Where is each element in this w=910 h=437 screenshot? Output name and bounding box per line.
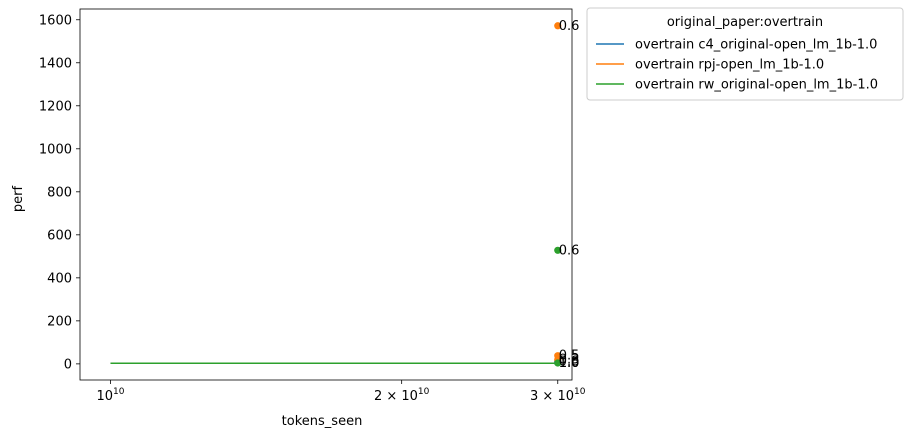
legend-item-label: overtrain rw_original-open_lm_1b-1.0 <box>635 78 878 93</box>
data-label: 0.6 <box>559 19 580 34</box>
y-tick-label: 1600 <box>39 13 72 28</box>
y-axis-label: perf <box>11 185 26 212</box>
data-label: 0.3 <box>559 353 580 368</box>
y-tick-label: 0 <box>64 357 72 372</box>
plot-frame <box>79 8 573 381</box>
data-label: 0.6 <box>559 243 580 258</box>
x-tick-label: 2 × 1010 <box>374 387 430 404</box>
data-labels: 1.00.80.60.50.30.61.0 <box>559 19 580 371</box>
y-tick-label: 1400 <box>39 56 72 71</box>
y-tick-label: 400 <box>47 271 72 286</box>
legend-frame <box>586 7 904 101</box>
y-tick-label: 800 <box>47 185 72 200</box>
y-tick-label: 600 <box>47 228 72 243</box>
plot-background <box>80 9 572 380</box>
data-point <box>554 246 562 254</box>
data-label: 0.8 <box>559 354 580 369</box>
x-axis-label: tokens_seen <box>282 414 363 429</box>
data-point <box>554 359 562 367</box>
legend: original_paper:overtrain overtrain c4_or… <box>586 7 904 101</box>
x-tick-label: 1010 <box>96 387 124 404</box>
x-axis: 1010 2 × 1010 3 × 1010 <box>96 380 586 404</box>
y-tick-label: 200 <box>47 314 72 329</box>
y-tick-label: 1200 <box>39 99 72 114</box>
data-label: 0.5 <box>559 349 580 364</box>
series-points <box>554 22 562 367</box>
data-point <box>554 22 562 30</box>
legend-item-label: overtrain c4_original-open_lm_1b-1.0 <box>635 38 877 53</box>
legend-title: original_paper:overtrain <box>667 15 823 30</box>
data-label: 1.0 <box>559 356 580 371</box>
legend-item-label: overtrain rpj-open_lm_1b-1.0 <box>635 58 824 73</box>
data-label: 1.0 <box>559 356 580 371</box>
y-axis: 0 200 400 600 800 1000 1200 1400 1600 <box>39 13 80 372</box>
x-tick-label: 3 × 1010 <box>530 387 586 404</box>
y-tick-label: 1000 <box>39 142 72 157</box>
